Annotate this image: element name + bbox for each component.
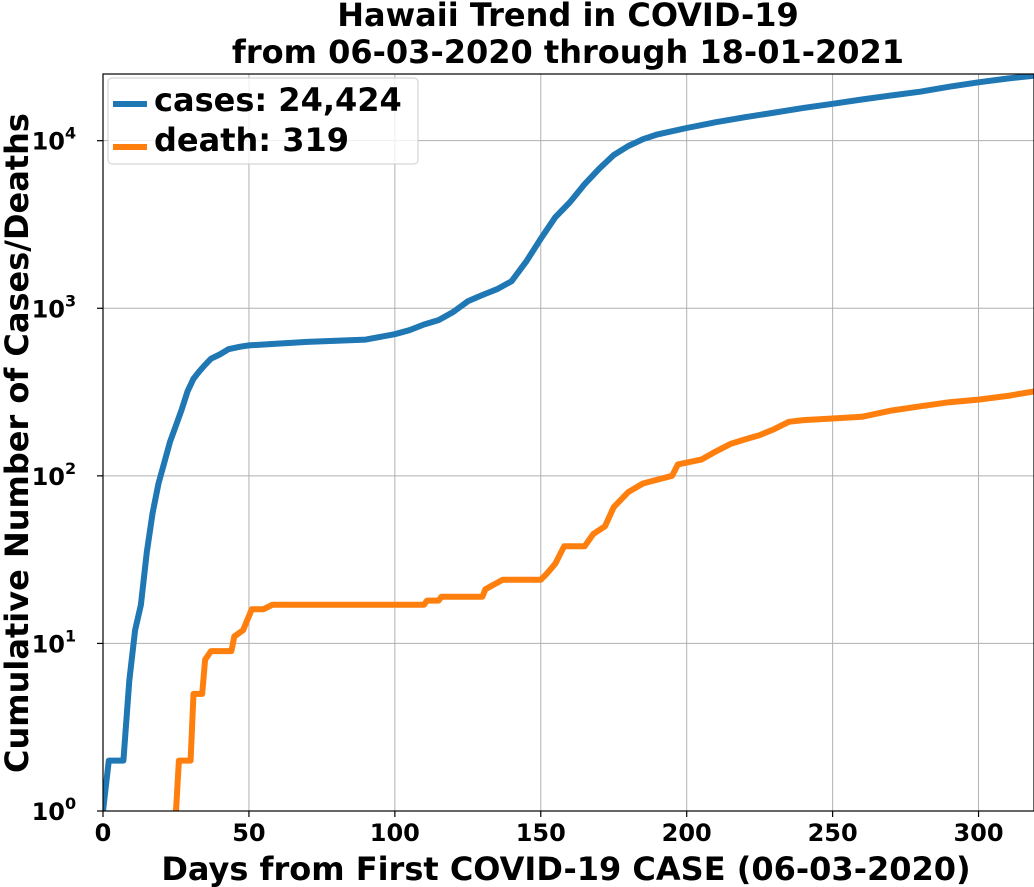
y-tick-exponent: 3 xyxy=(65,291,76,310)
y-tick-label: 10 xyxy=(32,295,65,323)
x-tick-label: 150 xyxy=(516,819,566,847)
grid-lines xyxy=(102,74,1034,812)
x-tick-label: 200 xyxy=(662,819,712,847)
x-tick-label: 250 xyxy=(808,819,858,847)
series-lines xyxy=(103,74,1034,811)
legend-label-death: death: 319 xyxy=(154,121,349,159)
x-axis-label: Days from First COVID-19 CASE (06-03-202… xyxy=(161,850,970,887)
y-tick-exponent: 0 xyxy=(65,794,76,813)
legend: cases: 24,424 death: 319 xyxy=(107,77,419,165)
plot-frame xyxy=(102,73,1034,812)
legend-box xyxy=(107,77,419,165)
y-tick-label: 10 xyxy=(32,128,65,156)
chart-title-line1: Hawaii Trend in COVID-19 xyxy=(337,0,799,34)
y-tick-exponent: 4 xyxy=(65,124,76,143)
legend-label-cases: cases: 24,424 xyxy=(154,81,402,119)
x-tick-label: 0 xyxy=(95,819,112,847)
x-tick-label: 50 xyxy=(232,819,265,847)
y-tick-label: 10 xyxy=(32,630,65,658)
x-axis-ticks: 0 50 100 150 200 250 300 xyxy=(95,811,1004,847)
y-tick-exponent: 1 xyxy=(65,626,76,645)
series-line-death xyxy=(173,388,1034,811)
y-tick-label: 10 xyxy=(32,463,65,491)
y-tick-exponent: 2 xyxy=(65,459,76,478)
y-tick-label: 10 xyxy=(32,798,65,826)
y-axis-label: Cumulative Number of Cases/Deaths xyxy=(0,113,36,773)
x-tick-label: 300 xyxy=(953,819,1003,847)
series-line-cases xyxy=(103,74,1034,811)
chart-title-line2: from 06-03-2020 through 18-01-2021 xyxy=(232,33,904,71)
x-tick-label: 100 xyxy=(370,819,420,847)
